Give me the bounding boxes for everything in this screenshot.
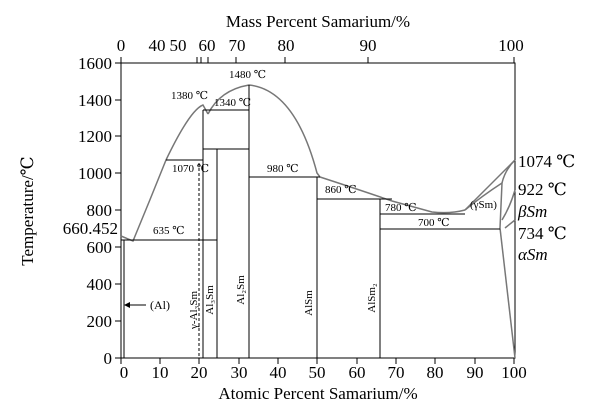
left-tick-label: 200 (87, 312, 113, 331)
arrow-head-icon (124, 302, 130, 308)
annotation-700: 700 ℃ (418, 217, 450, 229)
top-tick-label: 60 (199, 36, 216, 55)
top-tick-label: 100 (498, 36, 524, 55)
phase-alsm2: AlSm₂ (366, 283, 378, 313)
phase-alsm: AlSm (303, 290, 315, 316)
annotation-860: 860 ℃ (325, 184, 357, 196)
al-region-label: (Al) (150, 298, 170, 312)
left-tick-label: 400 (87, 275, 113, 294)
al-melting-point-label: 660.452 (63, 219, 118, 238)
bottom-tick-label: 20 (191, 363, 208, 382)
bottom-tick-label: 80 (427, 363, 444, 382)
bottom-tick-label: 40 (270, 363, 287, 382)
left-axis-ticks (115, 62, 121, 359)
top-axis-ticks (120, 57, 515, 63)
annotation-1070: 1070 ℃ (172, 163, 209, 175)
left-axis-title: Temperature/℃ (18, 156, 37, 265)
bottom-tick-label: 70 (388, 363, 405, 382)
left-tick-label: 1400 (78, 91, 112, 110)
alpha-sm-label: αSm (518, 245, 548, 264)
sm-922-label: 922 ℃ (518, 180, 567, 199)
left-tick-label: 0 (104, 349, 113, 368)
sm-melting-point-label: 1074 ℃ (518, 152, 575, 171)
annotation-780: 780 ℃ (385, 202, 417, 214)
top-tick-label: 90 (360, 36, 377, 55)
left-tick-label: 1600 (78, 54, 112, 73)
bottom-tick-label: 10 (152, 363, 169, 382)
left-tick-label: 1200 (78, 127, 112, 146)
phase-al3sm: Al₃Sm (204, 285, 216, 315)
top-tick-label: 0 (117, 36, 126, 55)
left-tick-label: 600 (87, 238, 113, 257)
top-tick-label: 80 (278, 36, 295, 55)
compound-lines (123, 85, 381, 358)
bottom-tick-label: 90 (467, 363, 484, 382)
bottom-tick-label: 0 (120, 363, 129, 382)
invariant-lines (121, 109, 500, 241)
top-tick-label: 50 (170, 36, 187, 55)
annotation-635: 635 ℃ (153, 225, 185, 237)
bottom-axis-title: Atomic Percent Samarium/% (218, 384, 417, 403)
phase-gamma-al3sm: γ-Al₃Sm (188, 291, 200, 330)
top-tick-label: 70 (229, 36, 246, 55)
gamma-sm-label: (γSm) (470, 199, 497, 211)
plot-frame (120, 62, 516, 359)
left-tick-label: 800 (87, 201, 113, 220)
left-tick-label: 1000 (78, 164, 112, 183)
top-tick-label: 40 (149, 36, 166, 55)
beta-sm-label: βSm (517, 202, 547, 221)
annotation-980: 980 ℃ (267, 163, 299, 175)
annotation-1380: 1380 ℃ (171, 90, 208, 102)
annotation-1480: 1480 ℃ (229, 69, 266, 81)
bottom-tick-label: 100 (501, 363, 527, 382)
bottom-tick-label: 60 (349, 363, 366, 382)
bottom-axis-ticks (120, 358, 515, 364)
phase-al2sm: Al₂Sm (235, 275, 247, 305)
bottom-tick-label: 50 (309, 363, 326, 382)
top-axis-title: Mass Percent Samarium/% (226, 12, 410, 31)
liquidus-curves (120, 84, 516, 359)
sm-734-label: 734 ℃ (518, 224, 567, 243)
bottom-tick-label: 30 (231, 363, 248, 382)
annotation-1340: 1340 ℃ (214, 97, 251, 109)
